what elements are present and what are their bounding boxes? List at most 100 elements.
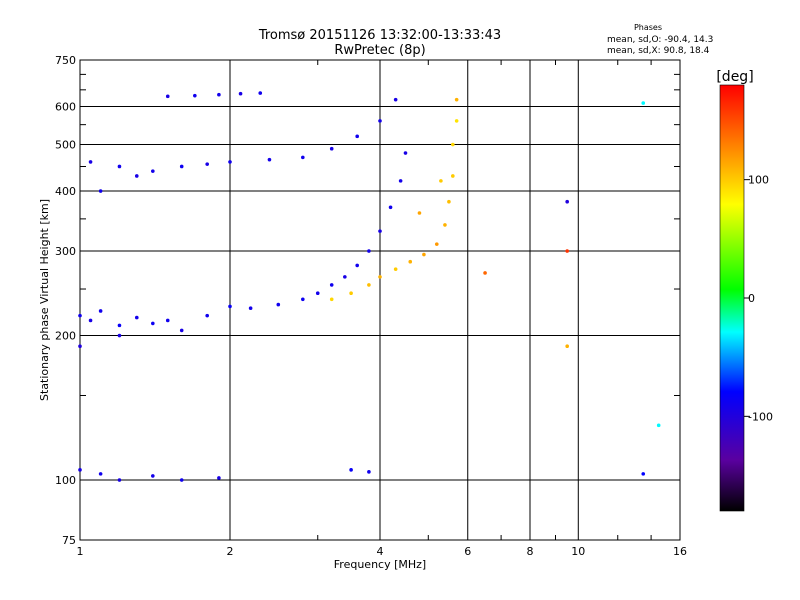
echo-point xyxy=(565,249,569,253)
echo-point xyxy=(238,91,243,96)
echo-point xyxy=(78,468,82,472)
y-tick-label: 200 xyxy=(55,330,76,343)
echo-point xyxy=(447,199,451,204)
echo-point xyxy=(367,249,371,253)
y-tick-label: 600 xyxy=(55,101,76,114)
echo-point xyxy=(248,306,253,311)
echo-point xyxy=(98,189,103,193)
echo-point xyxy=(151,474,155,478)
y-tick-labels: 75 100 200 300 400 500 600 750 xyxy=(55,54,76,547)
echo-point xyxy=(165,318,170,323)
echo-point xyxy=(88,160,93,164)
colorbar xyxy=(719,84,745,512)
echo-point xyxy=(205,313,209,318)
echo-point xyxy=(301,155,305,160)
echo-point xyxy=(393,97,398,102)
echo-point xyxy=(398,179,403,183)
chart-subtitle: RwPretec (8p) xyxy=(334,43,425,58)
echo-point xyxy=(451,174,455,178)
echo-point xyxy=(417,211,422,215)
phase-info-o: mean, sd,O: -90.4, 14.3 xyxy=(607,35,713,45)
echo-point xyxy=(315,291,320,296)
x-tick-label: 10 xyxy=(571,545,585,558)
colorbar-tick-label: -100 xyxy=(748,410,773,423)
echo-point xyxy=(267,157,272,162)
echo-point xyxy=(355,134,359,139)
echo-point xyxy=(329,283,334,287)
echo-point xyxy=(403,151,408,155)
echo-point xyxy=(656,423,661,428)
echo-point xyxy=(641,101,646,105)
echo-point xyxy=(388,205,393,210)
echo-point xyxy=(88,318,93,323)
y-tick-label: 500 xyxy=(55,139,76,152)
echo-point xyxy=(117,333,122,338)
echo-point xyxy=(217,476,221,480)
y-axis-label: Stationary phase Virtual Height [km] xyxy=(38,199,51,401)
echo-point xyxy=(443,223,447,227)
echo-point xyxy=(349,291,353,296)
echo-point xyxy=(565,199,569,204)
minor-ticks xyxy=(80,60,680,540)
echo-point xyxy=(367,470,371,474)
echo-point xyxy=(378,275,382,279)
echo-point xyxy=(301,297,305,302)
echo-point xyxy=(98,309,103,313)
echo-point xyxy=(434,242,439,246)
echo-point xyxy=(565,344,569,349)
echo-point xyxy=(451,142,455,147)
echo-point xyxy=(117,323,122,328)
echo-point xyxy=(367,283,371,287)
echo-point xyxy=(439,179,443,183)
echo-point xyxy=(422,252,426,257)
echo-point xyxy=(641,472,646,476)
echo-point xyxy=(179,478,184,482)
echo-point xyxy=(134,174,139,178)
x-tick-label: 16 xyxy=(673,545,687,558)
x-axis-label: Frequency [MHz] xyxy=(334,558,426,571)
y-tick-label: 100 xyxy=(55,474,76,487)
phase-info-heading: Phases xyxy=(634,23,662,32)
echo-point xyxy=(117,478,122,482)
echo-point xyxy=(78,313,82,318)
x-tick-label: 8 xyxy=(527,545,534,558)
echo-point xyxy=(151,321,155,326)
y-tick-label: 300 xyxy=(55,245,76,258)
chart-title: Tromsø 20151126 13:32:00-13:33:43 xyxy=(258,28,501,43)
echo-point xyxy=(454,119,459,123)
echo-point xyxy=(193,93,197,98)
echo-point xyxy=(454,97,459,102)
echo-point xyxy=(393,267,398,271)
y-tick-label: 400 xyxy=(55,185,76,198)
x-tick-label: 1 xyxy=(77,545,84,558)
x-tick-labels: 1 2 4 6 8 10 16 xyxy=(77,545,688,558)
echo-point xyxy=(228,160,232,164)
phase-info-x: mean, sd,X: 90.8, 18.4 xyxy=(607,46,710,56)
echo-point xyxy=(98,472,103,476)
echo-point xyxy=(355,263,359,268)
y-tick-label: 75 xyxy=(62,534,76,547)
echo-point xyxy=(78,344,82,349)
colorbar-label: [deg] xyxy=(716,69,753,85)
colorbar-ticks: 100 0 -100 xyxy=(744,174,773,423)
colorbar-tick-label: 0 xyxy=(748,292,755,305)
echo-point xyxy=(276,302,281,307)
colorbar-tick-label: 100 xyxy=(748,174,769,187)
y-tick-label: 750 xyxy=(55,54,76,67)
echo-point xyxy=(343,275,347,279)
echo-point xyxy=(205,162,209,166)
echo-point xyxy=(483,271,487,275)
echo-point xyxy=(179,164,184,169)
x-tick-label: 2 xyxy=(227,545,234,558)
echo-point xyxy=(117,164,122,169)
echo-point xyxy=(329,146,334,151)
echo-point xyxy=(378,119,382,123)
echo-point xyxy=(151,169,155,173)
echo-point xyxy=(228,304,232,309)
echo-point xyxy=(217,92,221,97)
echo-point xyxy=(408,259,413,264)
echo-point xyxy=(165,94,170,99)
echo-point xyxy=(134,315,139,320)
x-tick-label: 4 xyxy=(377,545,384,558)
